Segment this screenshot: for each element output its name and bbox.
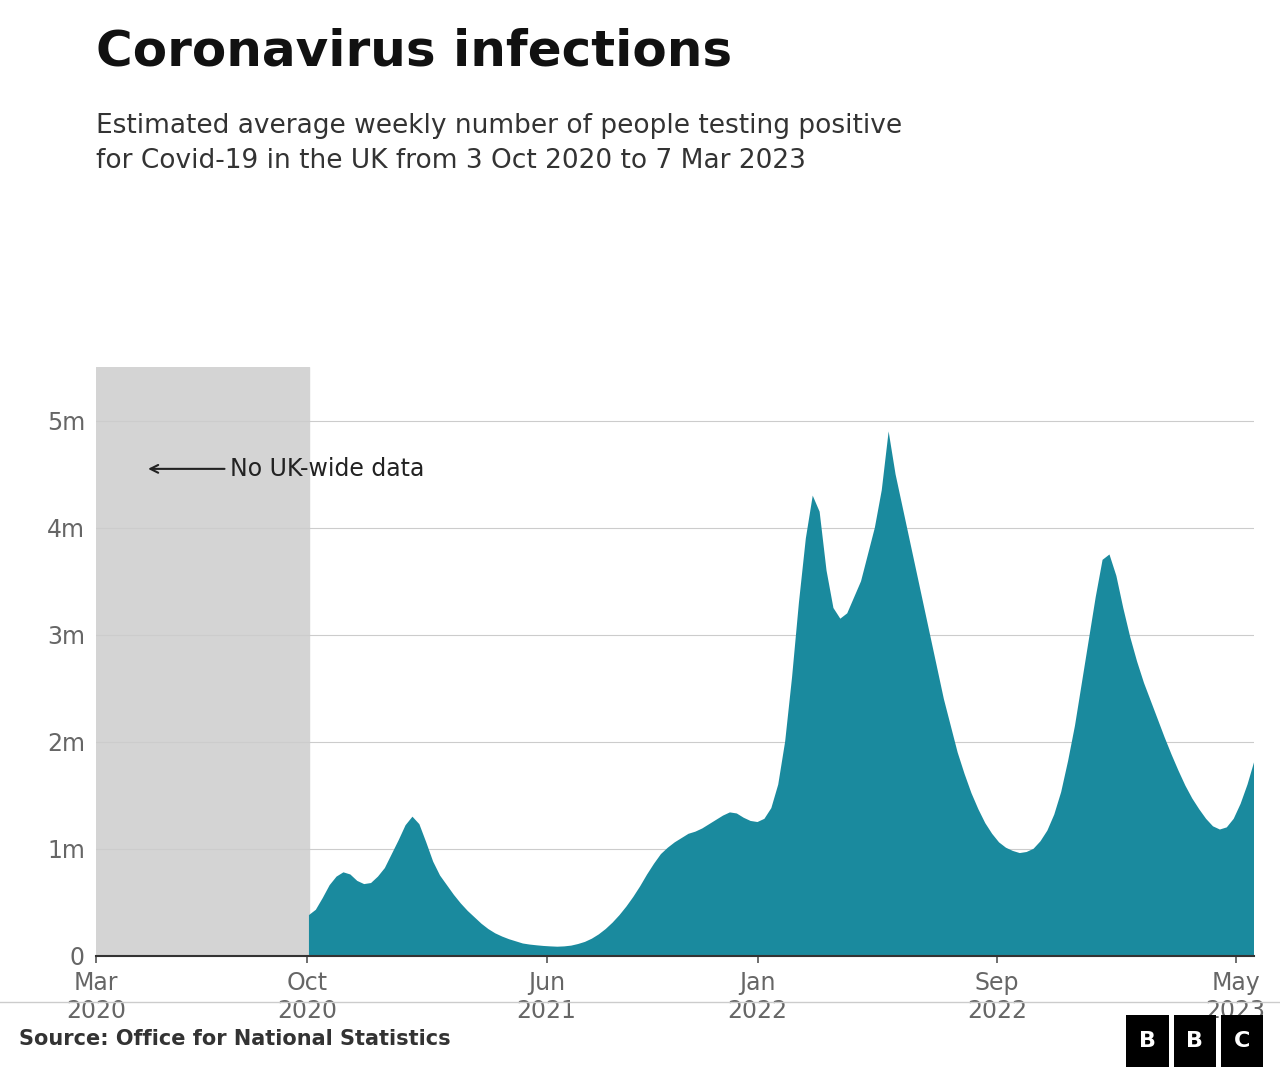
Text: C: C: [1234, 1031, 1251, 1051]
Text: B: B: [1187, 1031, 1203, 1051]
Text: Coronavirus infections: Coronavirus infections: [96, 27, 732, 75]
Text: No UK-wide data: No UK-wide data: [151, 457, 425, 481]
Bar: [96, 367, 308, 956]
Text: Source: Office for National Statistics: Source: Office for National Statistics: [19, 1029, 451, 1049]
Text: Estimated average weekly number of people testing positive
for Covid-19 in the U: Estimated average weekly number of peopl…: [96, 113, 902, 174]
Text: B: B: [1139, 1031, 1156, 1051]
